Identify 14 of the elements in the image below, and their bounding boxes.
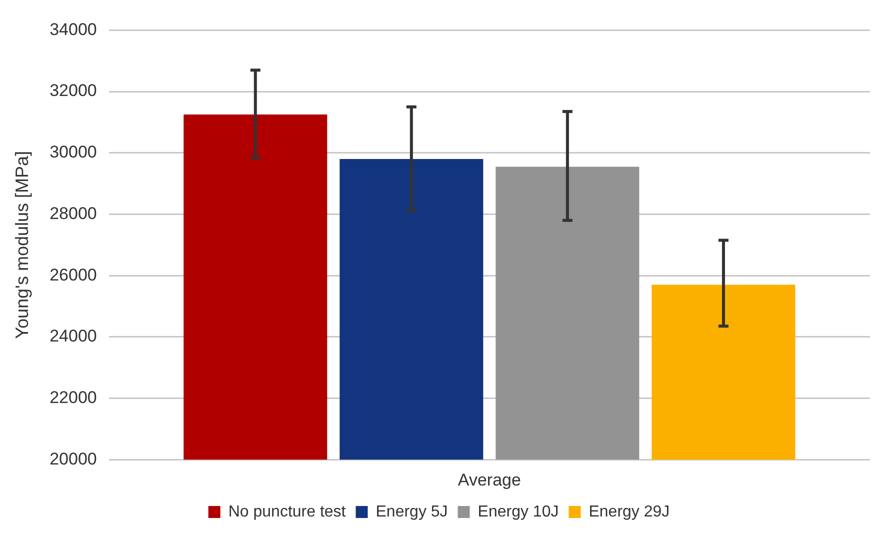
legend-label: Energy 29J bbox=[588, 503, 670, 520]
y-tick-label: 32000 bbox=[50, 81, 97, 100]
y-tick-label: 34000 bbox=[50, 20, 97, 39]
legend-label: No puncture test bbox=[228, 503, 346, 520]
legend-label: Energy 10J bbox=[478, 503, 559, 520]
y-tick-label: 22000 bbox=[50, 388, 97, 407]
y-tick-label: 20000 bbox=[50, 449, 97, 468]
y-axis-title: Young's modulus [MPa] bbox=[12, 150, 32, 339]
y-tick-label: 28000 bbox=[50, 204, 97, 223]
x-tick-label: Average bbox=[458, 470, 521, 490]
legend-label: Energy 5J bbox=[376, 503, 448, 520]
y-tick-label: 24000 bbox=[50, 326, 97, 346]
y-tick-label: 26000 bbox=[50, 265, 97, 284]
y-tick-label: 30000 bbox=[50, 142, 97, 162]
